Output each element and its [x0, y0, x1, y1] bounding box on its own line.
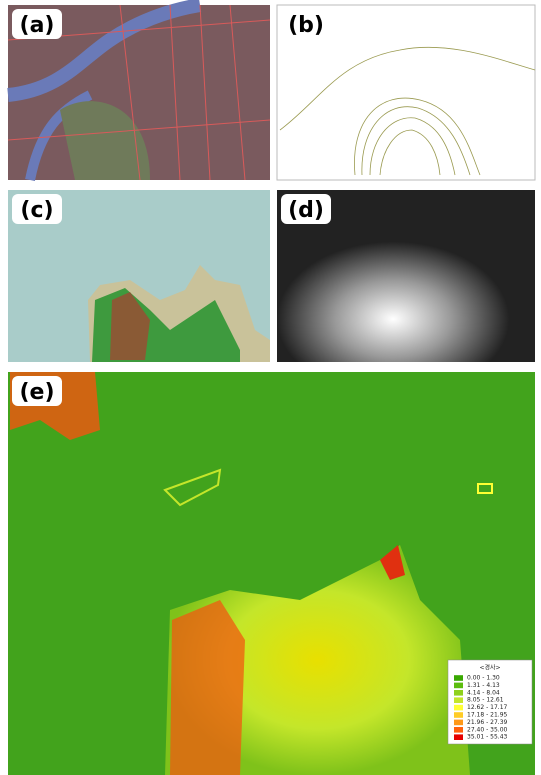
- legend: <경사> 0.00 - 1.301.31 - 4.134.14 - 8.048.…: [448, 660, 532, 744]
- legend-label: 0.00 - 1.30: [467, 675, 500, 682]
- legend-label: 12.62 - 17.17: [467, 704, 508, 711]
- legend-swatch: [454, 712, 463, 718]
- panel-label: (d): [288, 198, 324, 223]
- legend-swatch: [454, 697, 463, 703]
- legend-label: 27.40 - 35.00: [467, 726, 508, 733]
- legend-title: <경사>: [479, 664, 500, 672]
- legend-swatch: [454, 727, 463, 733]
- legend-label: 1.31 - 4.13: [467, 682, 500, 689]
- legend-swatch: [454, 720, 463, 726]
- legend-swatch: [454, 683, 463, 689]
- legend-label: 8.05 - 12.61: [467, 697, 504, 704]
- legend-swatch: [454, 705, 463, 711]
- legend-label: 17.18 - 21.95: [467, 712, 508, 719]
- legend-swatch: [454, 675, 463, 681]
- legend-swatch: [454, 690, 463, 696]
- legend-label: 4.14 - 8.04: [467, 689, 500, 696]
- panel-label: (a): [20, 13, 55, 38]
- panel-label: (b): [288, 13, 324, 38]
- legend-label: 21.96 - 27.39: [467, 719, 508, 726]
- figure: (a) (b) (c) (d) (e) <경사> 0.00 - 1.301.31 - 4…: [0, 0, 541, 775]
- legend-label: 35.01 - 55.43: [467, 734, 508, 741]
- panel-label: (c): [20, 198, 53, 223]
- legend-swatch: [454, 734, 463, 740]
- figure-canvas: (a) (b) (c) (d) (e) <경사> 0.00 - 1.301.31 - 4…: [0, 0, 541, 775]
- panel-label: (e): [19, 380, 54, 405]
